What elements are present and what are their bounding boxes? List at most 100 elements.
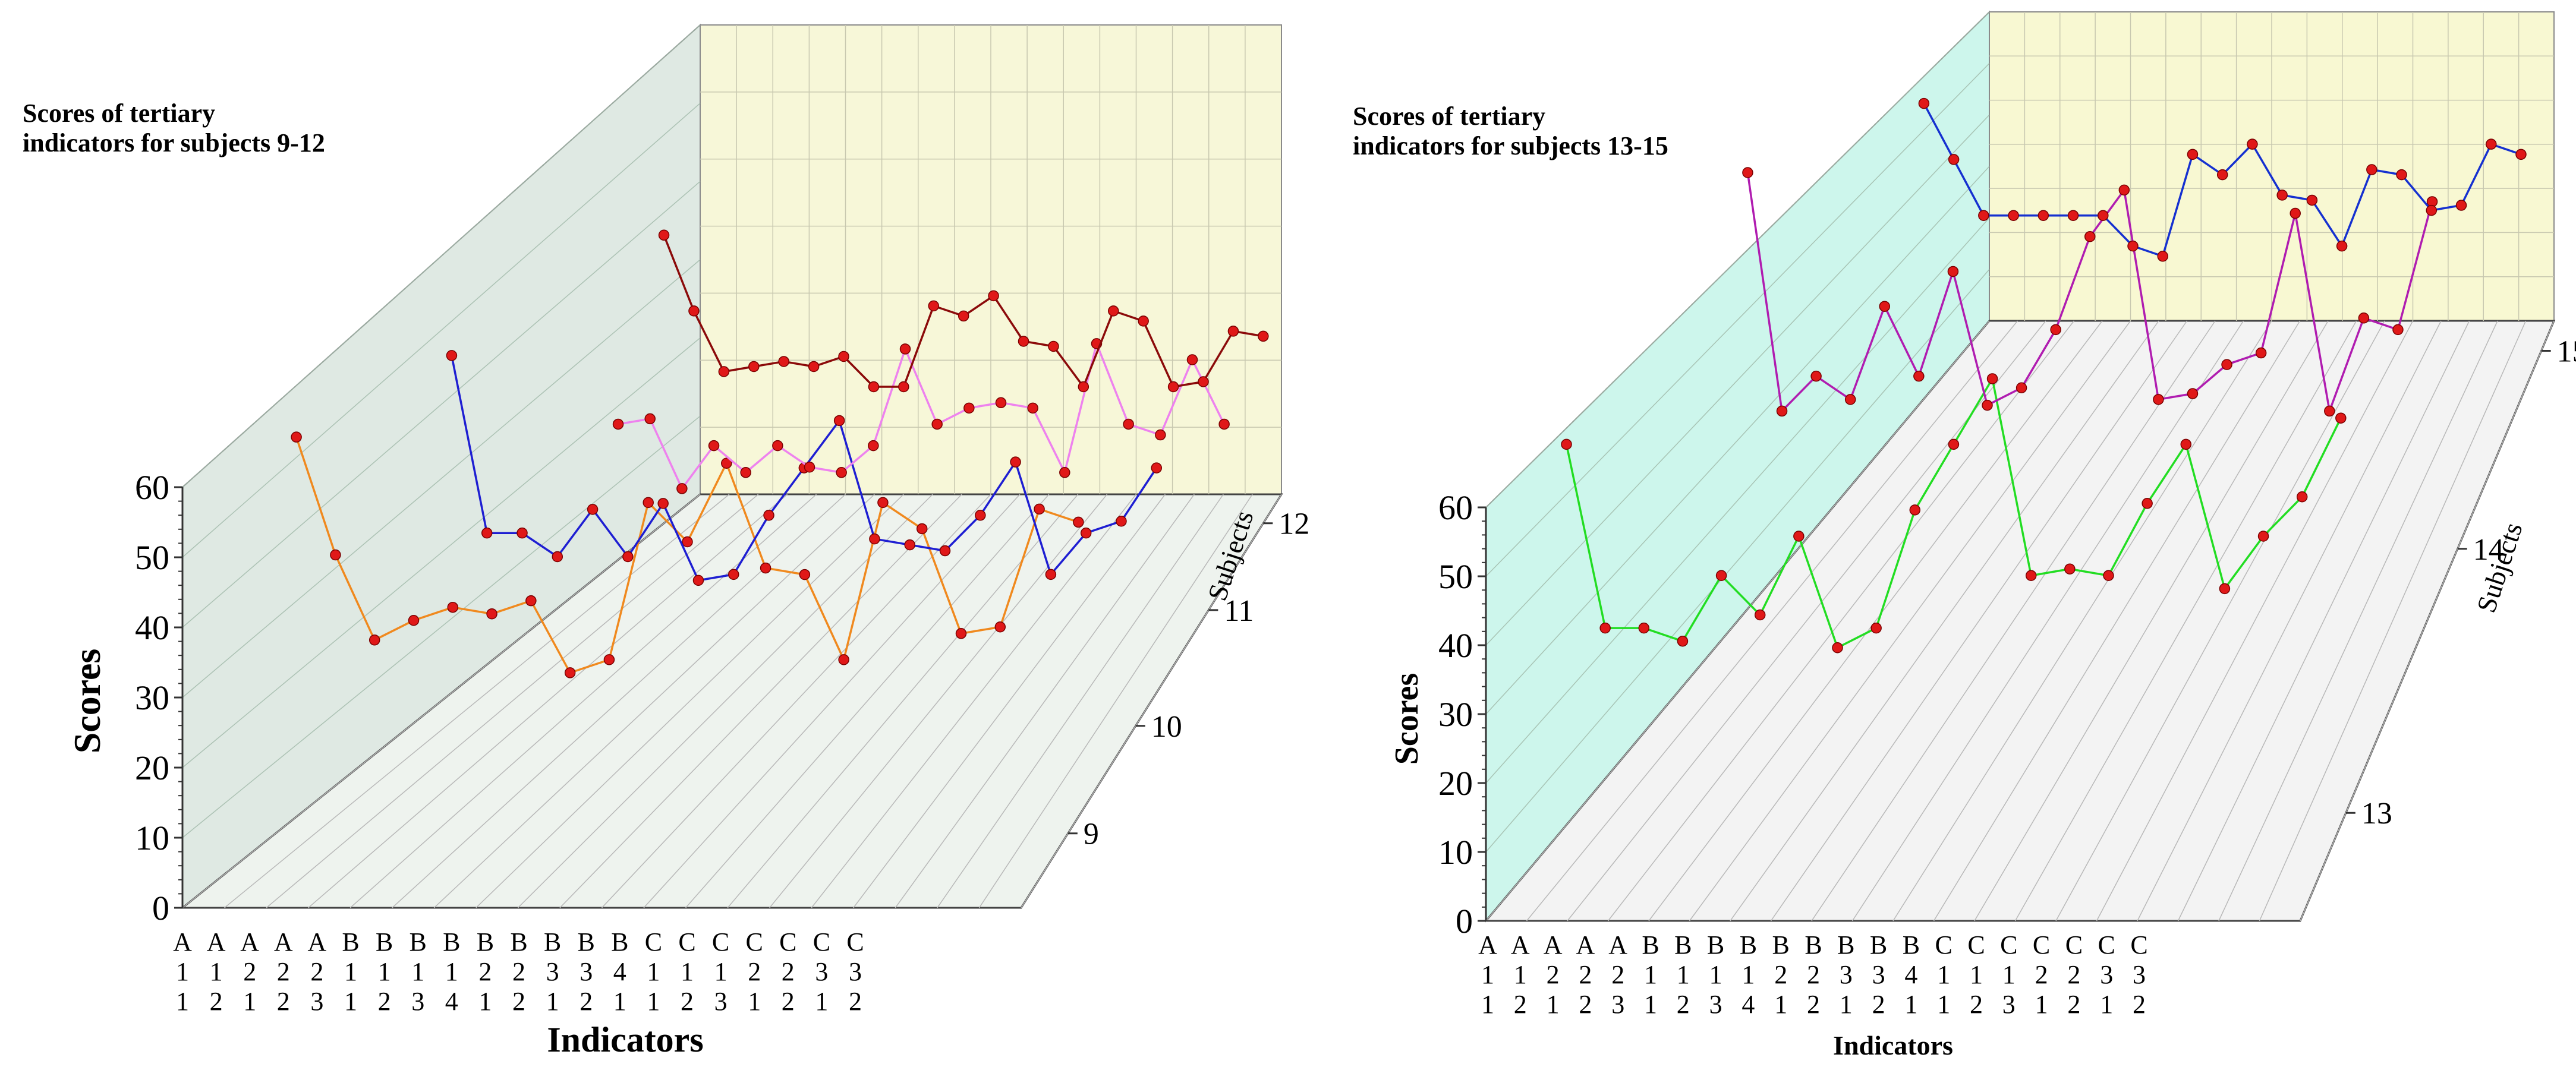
data-point-15: [2366, 164, 2377, 175]
data-point-13: [2296, 491, 2308, 503]
indicator-label: 2: [512, 987, 525, 1016]
data-point-14: [1947, 266, 1959, 277]
indicator-label: 3: [2100, 960, 2113, 989]
indicator-label: 3: [714, 987, 728, 1016]
data-point-10: [939, 545, 951, 557]
floor-gridline: [2096, 320, 2414, 921]
data-point-10: [869, 533, 880, 545]
indicator-label: B: [477, 927, 494, 957]
data-point-12: [778, 356, 789, 367]
floor-gridline: [1689, 320, 2131, 921]
indicator-label: C: [2130, 930, 2147, 959]
data-point-12: [1108, 305, 1119, 317]
data-point-12: [1018, 336, 1029, 347]
chart-subjects-9-12: 01020304050609101112A11A12A21A22A23B11B1…: [23, 23, 1309, 1059]
indicator-label: 2: [1547, 960, 1560, 989]
floor-gridline: [475, 494, 904, 908]
floor-gridline: [1974, 320, 2329, 921]
indicator-label: 3: [1709, 990, 1722, 1019]
data-point-12: [1167, 381, 1179, 393]
side-wall-gridline: [182, 181, 701, 628]
indicator-label: C: [2000, 930, 2017, 959]
data-point-15: [2157, 251, 2168, 262]
floor-gridline: [2055, 320, 2385, 921]
indicator-label: A: [1608, 930, 1627, 959]
y-tick-label: 20: [1438, 764, 1473, 803]
indicator-label: A: [1544, 930, 1563, 959]
side-wall-gridline: [182, 415, 701, 838]
side-wall-gridline: [1485, 166, 1990, 715]
data-point-15: [2067, 210, 2079, 221]
data-point-11: [708, 440, 720, 452]
data-point-11: [931, 418, 943, 430]
indicator-label: 2: [378, 987, 391, 1016]
floor-gridline: [2259, 320, 2527, 921]
chart-title-line1: Scores of tertiary: [23, 99, 215, 128]
data-point-12: [958, 310, 969, 322]
data-point-9: [682, 536, 693, 548]
indicator-label: 1: [1937, 960, 1950, 989]
floor-gridline: [685, 494, 1050, 908]
data-point-9: [760, 562, 771, 574]
data-point-15: [2008, 210, 2019, 221]
y-tick-label: 40: [1438, 626, 1473, 665]
data-point-11: [1059, 467, 1070, 478]
data-point-9: [369, 635, 380, 646]
indicator-label: A: [274, 927, 293, 957]
data-point-12: [988, 290, 999, 302]
data-point-10: [1080, 527, 1092, 539]
data-point-13: [1561, 438, 1572, 450]
indicator-label: 2: [478, 957, 492, 986]
data-point-13: [2103, 570, 2114, 582]
indicator-label: 2: [748, 957, 761, 986]
indicator-label: A: [1511, 930, 1530, 959]
data-point-13: [2257, 531, 2269, 542]
data-point-9: [994, 621, 1006, 633]
indicator-label: C: [2098, 930, 2115, 959]
data-point-11: [836, 467, 847, 478]
floor-gridline: [1730, 320, 2159, 921]
data-point-9: [330, 549, 341, 561]
indicator-label: B: [1870, 930, 1887, 959]
indicator-label: A: [207, 927, 226, 957]
indicator-label: C: [2065, 930, 2083, 959]
floor-gridline: [1021, 494, 1282, 908]
data-point-13: [2142, 498, 2153, 509]
data-point-15: [2515, 149, 2527, 160]
data-point-12: [748, 361, 760, 373]
series-12: [658, 229, 1269, 393]
data-point-14: [2255, 347, 2267, 359]
floor-gridline: [895, 494, 1195, 908]
data-point-10: [517, 527, 528, 539]
indicator-label: 3: [2002, 990, 2016, 1019]
indicator-label: 2: [1807, 990, 1820, 1019]
indicator-label: 2: [1774, 960, 1787, 989]
y-tick-label: 10: [135, 819, 169, 857]
data-point-15: [2306, 194, 2318, 206]
data-point-11: [772, 440, 783, 452]
indicator-label: 4: [1742, 990, 1755, 1019]
data-point-14: [2290, 207, 2301, 219]
subject-tick-label: 11: [1224, 594, 1254, 628]
series-9: [291, 431, 1084, 678]
indicator-label: 3: [580, 957, 593, 986]
floor-gridline: [308, 494, 788, 908]
indicator-label: 1: [1970, 960, 1983, 989]
indicator-label: 2: [277, 987, 290, 1016]
data-point-14: [1844, 394, 1856, 405]
data-point-13: [1793, 531, 1805, 542]
data-point-10: [657, 498, 669, 509]
data-point-13: [2025, 570, 2037, 582]
indicator-label: A: [173, 927, 192, 957]
subject-tick-label: 12: [1278, 507, 1309, 541]
data-point-11: [612, 418, 624, 430]
data-point-15: [1948, 154, 1960, 165]
indicator-label: 2: [310, 957, 323, 986]
floor-gridline: [2177, 320, 2470, 921]
data-point-11: [1186, 354, 1198, 365]
indicator-label: 1: [1547, 990, 1560, 1019]
indicator-label: 1: [546, 987, 559, 1016]
data-point-10: [446, 350, 458, 361]
indicator-label: 2: [2133, 990, 2146, 1019]
floor-gridline: [433, 494, 875, 908]
